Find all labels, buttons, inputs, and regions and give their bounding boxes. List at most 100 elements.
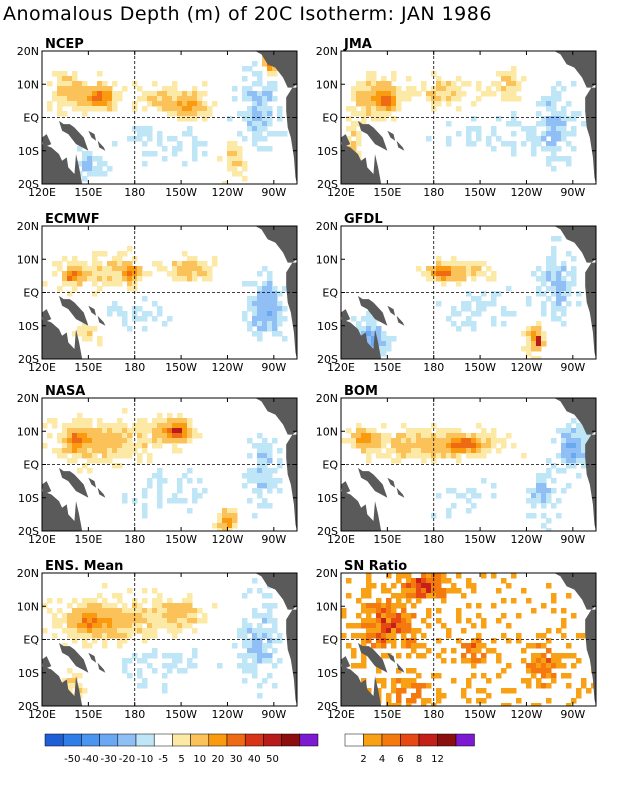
- colorbar-swatch: [381, 733, 401, 747]
- colorbar-label: -50: [64, 754, 80, 765]
- x-tick-label: 120W: [511, 186, 543, 199]
- colorbar-label: -30: [101, 754, 117, 765]
- colorbar-swatch: [62, 733, 82, 747]
- y-tick-label: 20S: [317, 525, 338, 538]
- colorbar-label: 50: [266, 754, 279, 765]
- x-tick-label: 120W: [212, 361, 244, 374]
- colorbar-swatch: [299, 733, 319, 747]
- x-tick-label: 120E: [28, 708, 56, 721]
- x-tick-label: 120W: [511, 708, 543, 721]
- y-tick-label: 20N: [316, 45, 338, 58]
- y-tick-label: 10S: [317, 667, 338, 680]
- y-tick-label: 10N: [17, 253, 39, 266]
- colorbar-swatch: [117, 733, 137, 747]
- colorbar-swatch: [400, 733, 420, 747]
- colorbar-label: -40: [82, 754, 98, 765]
- panel-title: GFDL: [344, 212, 383, 227]
- x-tick-label: 180: [423, 708, 444, 721]
- land: [341, 51, 596, 184]
- x-tick-label: 90W: [261, 708, 286, 721]
- x-tick-label: 120E: [327, 708, 355, 721]
- x-tick-label: 150W: [464, 186, 496, 199]
- x-tick-label: 150E: [74, 186, 102, 199]
- colorbar-swatch: [244, 733, 264, 747]
- x-tick-label: 150W: [165, 708, 197, 721]
- y-tick-label: 20S: [18, 178, 39, 191]
- y-tick-label: 20N: [316, 567, 338, 580]
- y-tick-label: 10N: [316, 78, 338, 91]
- anomaly-field: [42, 51, 297, 184]
- x-tick-label: 90W: [560, 186, 585, 199]
- y-tick-label: 10S: [18, 145, 39, 158]
- y-tick-label: 10N: [316, 253, 338, 266]
- y-tick-label: 20N: [17, 567, 39, 580]
- x-tick-label: 90W: [560, 533, 585, 546]
- colorbar-label: 20: [212, 754, 225, 765]
- figure-title: Anomalous Depth (m) of 20C Isotherm: JAN…: [3, 3, 492, 25]
- x-tick-label: 150E: [373, 533, 401, 546]
- x-tick-label: 150W: [464, 533, 496, 546]
- y-tick-label: 10S: [18, 320, 39, 333]
- panel-title: JMA: [343, 37, 372, 52]
- y-tick-label: 10N: [17, 425, 39, 438]
- x-tick-label: 150E: [373, 708, 401, 721]
- y-tick-label: 20S: [317, 353, 338, 366]
- land: [42, 398, 297, 531]
- panel-title: NASA: [45, 384, 85, 399]
- x-tick-label: 120E: [28, 361, 56, 374]
- x-tick-label: 180: [124, 186, 145, 199]
- colorbar-swatch: [437, 733, 457, 747]
- land: [341, 573, 596, 706]
- panel-title: BOM: [344, 384, 378, 399]
- y-tick-label: 10N: [17, 600, 39, 613]
- colorbar-swatch: [226, 733, 246, 747]
- x-tick-label: 150W: [464, 708, 496, 721]
- colorbar-swatch: [153, 733, 173, 747]
- y-tick-label: EQ: [23, 634, 39, 647]
- colorbar-swatch: [281, 733, 301, 747]
- x-tick-label: 180: [423, 533, 444, 546]
- y-tick-label: 20N: [17, 392, 39, 405]
- anomaly-field: [42, 398, 297, 531]
- y-tick-label: 10S: [317, 492, 338, 505]
- colorbar-swatch: [208, 733, 228, 747]
- colorbar-label: 8: [416, 754, 422, 765]
- anomaly-colorbar: -50 -40 -30 -20 -10 -5 5 10 20 30 40 50: [44, 733, 319, 765]
- colorbar-label: -20: [119, 754, 135, 765]
- x-tick-label: 150W: [165, 186, 197, 199]
- colorbar-swatch: [344, 733, 364, 747]
- panel-title: NCEP: [45, 37, 84, 52]
- x-tick-label: 180: [423, 361, 444, 374]
- y-tick-label: EQ: [322, 112, 338, 125]
- sn-colorbar: 2 4 6 8 12: [344, 733, 475, 765]
- x-tick-label: 120W: [511, 533, 543, 546]
- x-tick-label: 90W: [560, 361, 585, 374]
- colorbar-swatch: [190, 733, 210, 747]
- x-tick-label: 90W: [560, 708, 585, 721]
- panel-title: ECMWF: [45, 212, 100, 227]
- x-tick-label: 150E: [74, 361, 102, 374]
- x-tick-label: 120E: [327, 361, 355, 374]
- colorbar-swatch: [81, 733, 100, 747]
- x-tick-label: 90W: [261, 186, 286, 199]
- colorbar-label: -10: [137, 754, 153, 765]
- colorbar-swatch: [418, 733, 438, 747]
- x-tick-label: 120W: [212, 533, 244, 546]
- land: [42, 51, 297, 184]
- colorbar-label: 40: [248, 754, 261, 765]
- y-tick-label: 10N: [17, 78, 39, 91]
- x-tick-label: 120W: [212, 186, 244, 199]
- panel-title: ENS. Mean: [45, 559, 123, 574]
- y-tick-label: 20N: [316, 392, 338, 405]
- colorbar-label: 2: [360, 754, 366, 765]
- colorbar-label: 30: [230, 754, 243, 765]
- x-tick-label: 180: [124, 533, 145, 546]
- colorbar-label: 10: [193, 754, 206, 765]
- y-tick-label: 10S: [317, 145, 338, 158]
- colorbar-label: 6: [397, 754, 403, 765]
- x-tick-label: 150E: [373, 186, 401, 199]
- colorbar-swatch: [135, 733, 155, 747]
